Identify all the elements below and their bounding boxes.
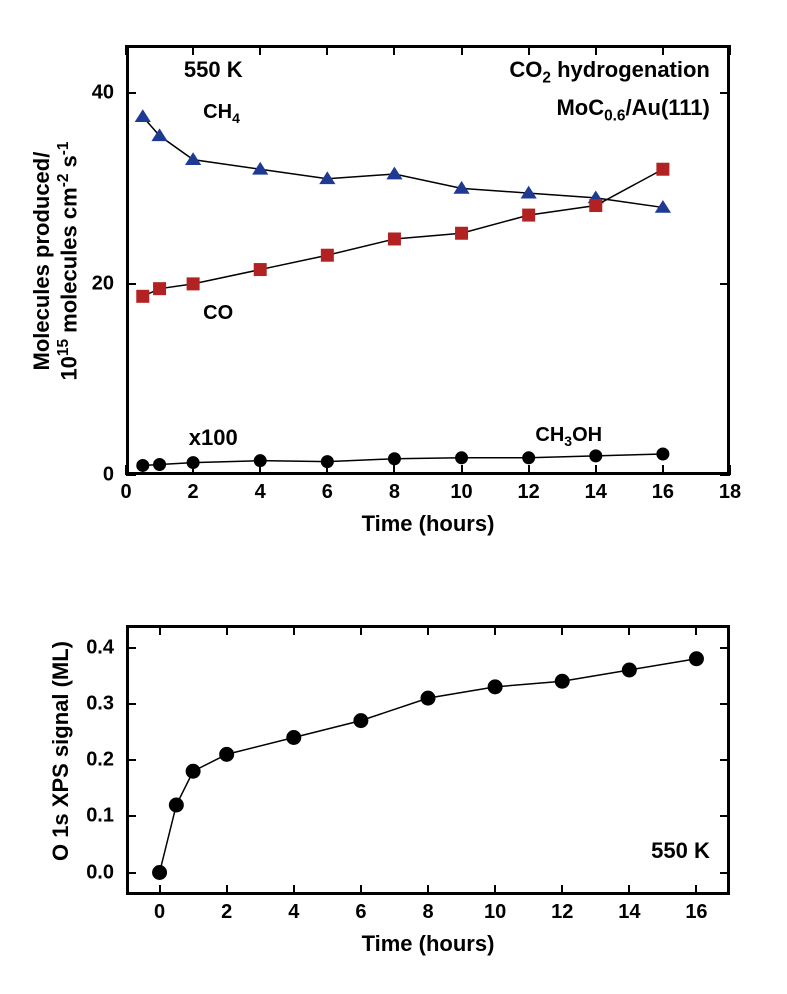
marker-O1s [689, 652, 703, 666]
y-tick [126, 703, 136, 705]
x-tick-top [360, 625, 362, 635]
x-tick-top [628, 625, 630, 635]
bottom-series-svg [126, 625, 730, 895]
x-tick-label: 2 [221, 901, 232, 924]
y-tick-right [720, 647, 730, 649]
marker-O1s [153, 866, 167, 880]
marker-O1s [186, 764, 200, 778]
x-tick-label: 14 [618, 901, 640, 924]
x-tick-label: 4 [288, 901, 299, 924]
x-tick-top [293, 625, 295, 635]
x-tick-label: 0 [154, 901, 165, 924]
marker-O1s [220, 747, 234, 761]
x-tick [427, 885, 429, 895]
y-tick [126, 872, 136, 874]
x-tick-label: 16 [685, 901, 707, 924]
x-tick-label: 10 [484, 901, 506, 924]
x-tick-top [561, 625, 563, 635]
x-tick [628, 885, 630, 895]
marker-O1s [169, 798, 183, 812]
x-tick [226, 885, 228, 895]
y-tick-label: 0.4 [74, 636, 114, 659]
x-tick-top [226, 625, 228, 635]
x-tick [293, 885, 295, 895]
marker-O1s [622, 663, 636, 677]
y-tick-label: 0.2 [74, 749, 114, 772]
y-tick-right [720, 872, 730, 874]
x-tick [159, 885, 161, 895]
y-tick-label: 0.1 [74, 805, 114, 828]
y-tick-label: 0.0 [74, 861, 114, 884]
y-tick-label: 0.3 [74, 692, 114, 715]
bottom-plot-area [126, 625, 730, 895]
x-tick-label: 6 [355, 901, 366, 924]
x-tick-label: 8 [422, 901, 433, 924]
x-tick [695, 885, 697, 895]
x-tick [494, 885, 496, 895]
x-tick-top [427, 625, 429, 635]
y-tick-right [720, 815, 730, 817]
marker-O1s [488, 680, 502, 694]
y-tick [126, 815, 136, 817]
marker-O1s [421, 691, 435, 705]
y-tick [126, 647, 136, 649]
marker-O1s [287, 731, 301, 745]
x-tick-top [494, 625, 496, 635]
x-tick-label: 12 [551, 901, 573, 924]
bottom-chart: 0 2 4 6 8 10 12 14 16 0.0 0.1 0.2 0.3 0.4 Time (hour… [0, 0, 787, 994]
marker-O1s [354, 714, 368, 728]
y-tick-right [720, 759, 730, 761]
x-tick-top [695, 625, 697, 635]
marker-O1s [555, 674, 569, 688]
y-tick-right [720, 703, 730, 705]
bottom-x-axis-title: Time (hours) [362, 931, 495, 957]
annotation-0: 550 K [651, 838, 710, 864]
x-tick-top [159, 625, 161, 635]
x-tick [561, 885, 563, 895]
x-tick [360, 885, 362, 895]
y-tick [126, 759, 136, 761]
bottom-y-axis-title: O 1s XPS signal (ML) [48, 616, 74, 886]
